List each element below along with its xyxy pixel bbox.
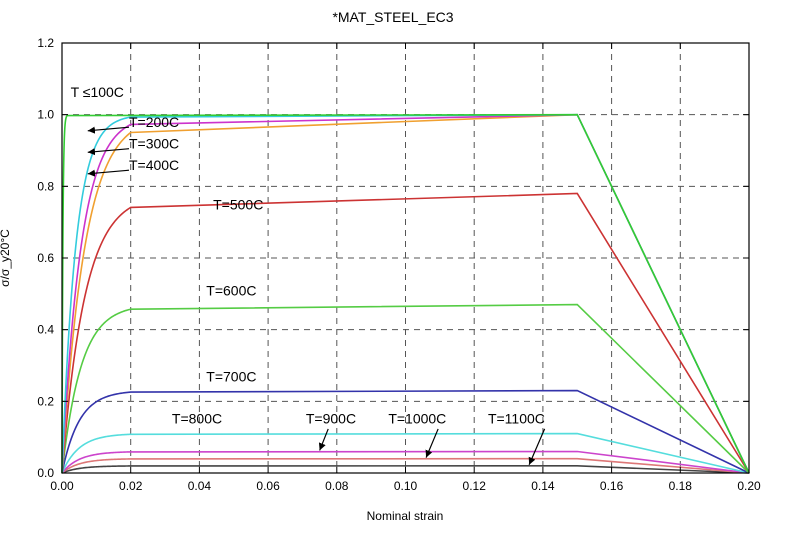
y-tick-label: 0.8 [37, 179, 54, 193]
annotation-label: T=300C [129, 136, 179, 152]
annotation-label: T=200C [129, 114, 179, 130]
annotation-label: T=800C [172, 411, 222, 427]
annotation-label: T=500C [213, 197, 263, 213]
annotation-label: T=600C [206, 283, 256, 299]
annotation-arrow [425, 428, 439, 458]
x-tick-label: 0.04 [188, 479, 212, 493]
tick-layer: 0.00 0.02 0.04 0.06 0.08 0.10 0.12 0.14 0.16 0.18… [37, 36, 761, 493]
annotation-arrow [87, 148, 130, 156]
series-line-t-1100c [61, 465, 750, 474]
y-tick-label: 1.2 [37, 36, 54, 50]
annotation-label: T ≤100C [71, 84, 124, 100]
annotation-label: T=1100C [488, 411, 545, 427]
x-tick-label: 0.10 [394, 479, 418, 493]
annotation-arrow [87, 126, 130, 134]
chart-title: *MAT_STEEL_EC3 [332, 9, 453, 25]
x-tick-label: 0.06 [256, 479, 280, 493]
series-layer [61, 113, 750, 474]
series-line-t-800c [61, 432, 750, 474]
series-line-t-900c [61, 450, 750, 474]
series-line-t-500c [61, 192, 750, 474]
annotation-label: T=700C [206, 369, 256, 385]
y-axis-title: σ/σ_y20°C [0, 229, 12, 287]
series-line-t-300c [61, 113, 750, 474]
x-tick-label: 0.12 [463, 479, 487, 493]
y-tick-label: 0.2 [37, 394, 54, 408]
annotation-label: T=1000C [388, 411, 446, 427]
series-line-t-1000c [61, 457, 750, 474]
x-tick-label: 0.02 [119, 479, 143, 493]
x-tick-label: 0.16 [600, 479, 624, 493]
x-tick-label: 0.18 [669, 479, 693, 493]
x-tick-label: 0.08 [325, 479, 349, 493]
annotation-arrow [318, 428, 329, 451]
series-line-t-400c [61, 113, 750, 474]
y-tick-label: 1.0 [37, 108, 54, 122]
y-tick-label: 0.4 [37, 323, 54, 337]
annotation-label: T=400C [129, 157, 179, 173]
x-tick-label: 0.00 [50, 479, 74, 493]
series-line-t-600c [61, 303, 750, 474]
annotation-label: T=900C [306, 411, 356, 427]
y-tick-label: 0.0 [37, 466, 54, 480]
x-tick-label: 0.20 [737, 479, 761, 493]
x-tick-label: 0.14 [531, 479, 555, 493]
series-line-t-700c [61, 389, 750, 474]
series-line-t-200c [61, 113, 750, 474]
annotation-layer: T ≤100C T=200C T=300C T=400C T=500C T=600C T=7… [71, 84, 546, 465]
annotation-arrow [87, 169, 130, 177]
y-tick-label: 0.6 [37, 251, 54, 265]
annotation-arrow [528, 428, 546, 465]
x-axis-title: Nominal strain [367, 509, 444, 523]
series-line-t-100c [61, 113, 750, 474]
